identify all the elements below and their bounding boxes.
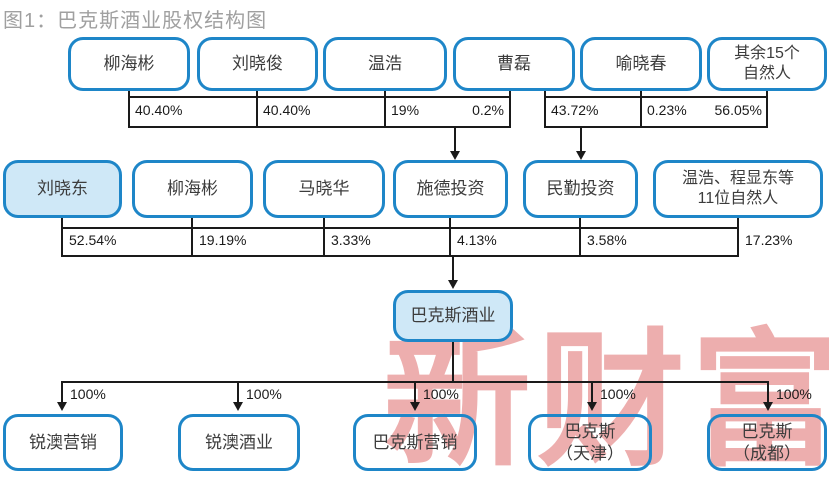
connector-line	[452, 342, 454, 382]
arrow-down-icon	[233, 402, 243, 411]
connector-line	[454, 126, 456, 153]
connector-line	[237, 381, 239, 404]
ownership-percentage-label: 3.33%	[331, 232, 371, 248]
connector-line	[544, 96, 768, 98]
connector-line	[580, 126, 582, 153]
subsidiary-box: 巴克斯营销	[353, 414, 477, 471]
shareholder-box: 喻晓春	[580, 37, 702, 91]
connector-line	[449, 218, 451, 257]
connector-line	[579, 218, 581, 257]
ownership-percentage-label: 0.23%	[647, 102, 687, 118]
connector-line	[61, 381, 63, 404]
shareholder-box: 其余15个 自然人	[707, 37, 827, 91]
subsidiary-box: 锐澳营销	[3, 414, 123, 471]
subsidiary-box: 锐澳酒业	[178, 414, 300, 471]
ownership-percentage-label: 40.40%	[135, 102, 183, 118]
arrow-down-icon	[410, 402, 420, 411]
connector-line	[766, 91, 768, 128]
ownership-percentage-label: 100%	[600, 386, 636, 402]
figure-title: 图1：巴克斯酒业股权结构图	[3, 10, 268, 32]
ownership-percentage-label: 19.19%	[199, 232, 247, 248]
subsidiary-box: 巴克斯 （天津）	[528, 414, 652, 471]
connector-line	[452, 255, 454, 282]
connector-line	[544, 91, 546, 128]
shareholder-box: 刘晓东	[3, 160, 122, 218]
ownership-percentage-label: 100%	[776, 386, 812, 402]
shareholder-box: 刘晓俊	[197, 37, 318, 91]
subsidiary-box: 巴克斯 （成都）	[707, 414, 827, 471]
ownership-percentage-label: 40.40%	[263, 102, 311, 118]
connector-line	[767, 381, 769, 404]
arrow-down-icon	[448, 280, 458, 289]
connector-line	[640, 91, 642, 128]
connector-line	[414, 381, 416, 404]
arrow-down-icon	[576, 151, 586, 160]
ownership-percentage-label: 52.54%	[69, 232, 117, 248]
ownership-percentage-label: 56.05%	[714, 102, 762, 118]
ownership-percentage-label: 3.58%	[587, 232, 627, 248]
shareholder-box: 马晓华	[263, 160, 385, 218]
connector-line	[61, 227, 739, 229]
ownership-percentage-label: 0.2%	[472, 102, 504, 118]
arrow-down-icon	[450, 151, 460, 160]
shareholder-box: 曹磊	[453, 37, 575, 91]
company-box: 巴克斯酒业	[393, 290, 513, 342]
connector-line	[128, 96, 511, 98]
shareholder-box: 柳海彬	[132, 160, 253, 218]
arrow-down-icon	[57, 402, 67, 411]
shareholder-box: 温浩	[323, 37, 447, 91]
watermark: 新财富	[383, 313, 829, 478]
connector-line	[256, 91, 258, 128]
arrow-down-icon	[763, 402, 773, 411]
ownership-percentage-label: 19%	[391, 102, 420, 118]
ownership-percentage-label: 100%	[70, 386, 106, 402]
ownership-percentage-label: 100%	[423, 386, 459, 402]
ownership-percentage-label: 17.23%	[745, 232, 793, 248]
ownership-percentage-label: 43.72%	[551, 102, 599, 118]
shareholder-box: 温浩、程显东等 11位自然人	[653, 160, 823, 218]
connector-line	[128, 91, 130, 128]
connector-line	[509, 91, 511, 128]
shareholder-box: 民勤投资	[523, 160, 638, 218]
connector-line	[61, 218, 63, 257]
ownership-percentage-label: 100%	[246, 386, 282, 402]
connector-line	[191, 218, 193, 257]
connector-line	[384, 91, 386, 128]
connector-line	[323, 218, 325, 257]
connector-line	[544, 126, 768, 128]
connector-line	[128, 126, 511, 128]
connector-line	[61, 255, 739, 257]
connector-line	[737, 218, 739, 257]
shareholder-box: 施德投资	[393, 160, 508, 218]
connector-line	[591, 381, 593, 404]
arrow-down-icon	[587, 402, 597, 411]
ownership-percentage-label: 4.13%	[457, 232, 497, 248]
shareholder-box: 柳海彬	[68, 37, 190, 91]
